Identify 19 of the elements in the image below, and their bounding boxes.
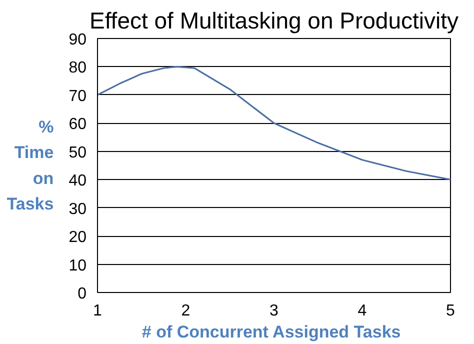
x-tick-label: 1 xyxy=(93,302,102,320)
x-tick-label: 2 xyxy=(181,302,190,320)
y-tick-label: 30 xyxy=(68,200,87,218)
x-axis-title: # of Concurrent Assigned Tasks xyxy=(142,322,401,342)
x-tick-label: 4 xyxy=(358,302,367,320)
x-tick-label: 3 xyxy=(270,302,279,320)
y-tick-label: 80 xyxy=(68,60,87,77)
y-tick-label: 0 xyxy=(78,286,87,302)
y-axis-title: % Time on Tasks xyxy=(6,118,54,214)
chart-title: Effect of Multitasking on Productivity xyxy=(89,8,460,34)
y-tick-label: 20 xyxy=(68,229,87,246)
y-tick-label: 70 xyxy=(68,88,87,105)
x-tick-label: 5 xyxy=(446,302,456,320)
y-tick-label: 90 xyxy=(68,32,87,48)
y-tick-label: 10 xyxy=(68,257,87,274)
y-tick-label: 60 xyxy=(68,116,87,134)
y-tick-label: 50 xyxy=(68,144,87,162)
y-tick-label: 40 xyxy=(68,172,87,190)
line-series xyxy=(98,66,450,180)
